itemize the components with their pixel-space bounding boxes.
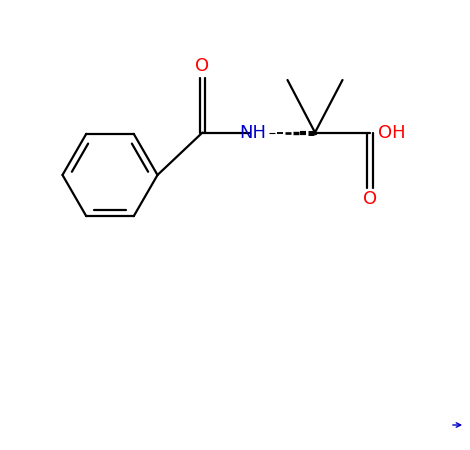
- Text: O: O: [363, 190, 377, 208]
- Text: O: O: [196, 57, 210, 75]
- Text: OH: OH: [377, 123, 405, 141]
- Text: NH: NH: [239, 123, 266, 141]
